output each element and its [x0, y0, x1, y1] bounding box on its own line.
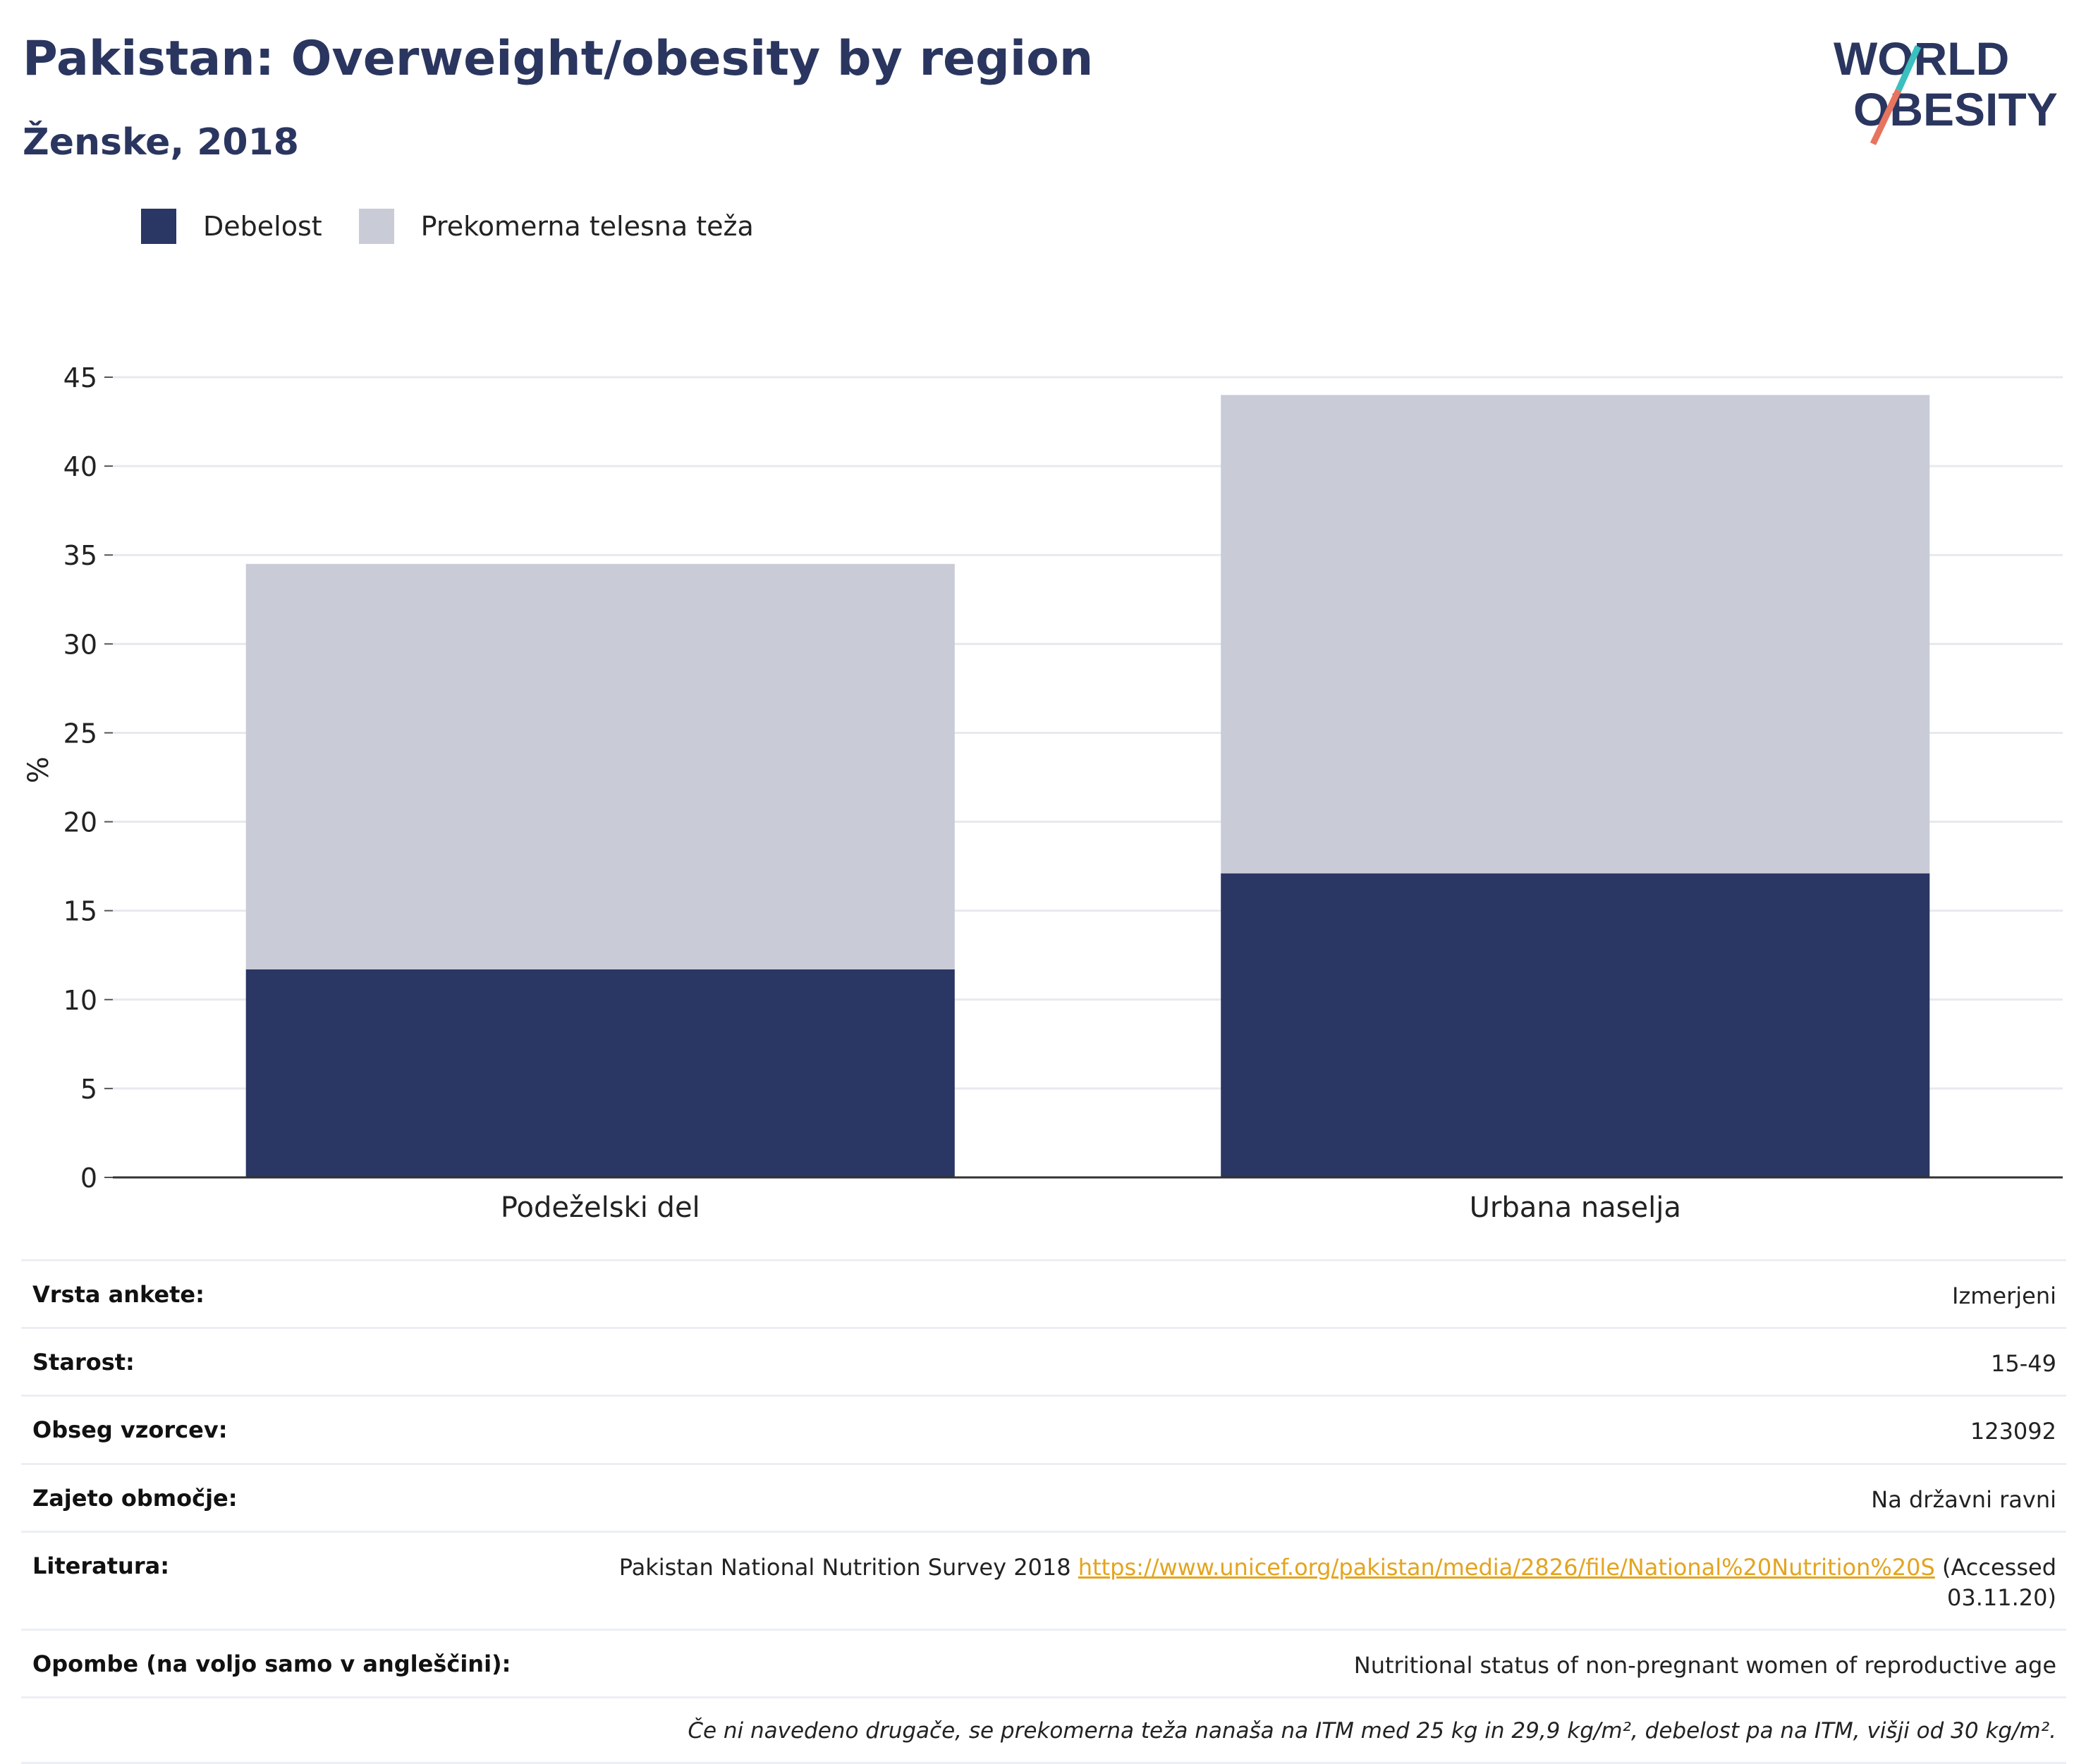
bar-segment[interactable]	[1221, 395, 1930, 874]
info-value: 123092	[1970, 1418, 2056, 1445]
bar-segment[interactable]	[1221, 873, 1930, 1177]
world-obesity-logo: WORLD OBESITY	[1834, 32, 2058, 145]
info-value-opombe: Nutritional status of non-pregnant women…	[1353, 1652, 2056, 1679]
y-tick-label: 35	[63, 540, 97, 571]
y-tick-label: 25	[63, 718, 97, 749]
survey-info-table: Vrsta ankete: Izmerjeni Starost: 15-49 Obseg…	[21, 1259, 2066, 1764]
logo-slash-teal	[1895, 45, 1922, 92]
literature-text: Pakistan National Nutrition Survey 2018	[618, 1553, 1078, 1581]
literature-accessed: (Accessed 03.11.20)	[1934, 1553, 2056, 1611]
bar-segment[interactable]	[245, 563, 955, 969]
legend-swatch-debelost	[141, 209, 176, 244]
info-row: Starost: 15-49	[21, 1327, 2066, 1395]
y-tick-label: 10	[63, 985, 97, 1016]
y-tick-label: 30	[63, 629, 97, 660]
info-row-literatura: Literatura: Pakistan National Nutrition …	[21, 1530, 2066, 1629]
legend-item-prekomerna[interactable]: Prekomerna telesna teža	[358, 209, 754, 244]
info-row: Zajeto območje: Na državni ravni	[21, 1462, 2066, 1531]
y-tick-label: 20	[63, 807, 97, 838]
info-value: 15-49	[1991, 1350, 2056, 1378]
bar-chart: 0 5 10 15 20 25 30 35 40 45 Podeželski del Urbana n…	[23, 362, 2063, 1224]
info-label: Obseg vzorcev:	[32, 1416, 228, 1444]
literature-link[interactable]: https://www.unicef.org/pakistan/media/28…	[1078, 1553, 1935, 1581]
info-row: Vrsta ankete: Izmerjeni	[21, 1259, 2066, 1327]
bars	[245, 395, 1930, 1177]
info-label: Vrsta ankete:	[32, 1281, 205, 1308]
info-label-literatura: Literatura:	[32, 1552, 169, 1579]
info-row: Obseg vzorcev: 123092	[21, 1395, 2066, 1462]
chart-title: Pakistan: Overweight/obesity by region	[23, 31, 1094, 87]
info-value: Na državni ravni	[1871, 1486, 2056, 1513]
legend-label-debelost: Debelost	[203, 211, 322, 242]
info-label-opombe: Opombe (na voljo samo v angleščini):	[32, 1650, 511, 1678]
y-tick-label: 0	[80, 1163, 97, 1194]
logo-slash-coral	[1870, 89, 1902, 145]
y-axis-label: %	[23, 757, 55, 783]
legend-label-prekomerna: Prekomerna telesna teža	[420, 211, 754, 242]
info-label: Starost:	[32, 1349, 135, 1376]
footnote: Če ni navedeno drugače, se prekomerna te…	[21, 1696, 2066, 1764]
y-tick-label: 45	[63, 362, 97, 393]
y-tick-label: 5	[80, 1074, 97, 1105]
bar-segment[interactable]	[245, 969, 955, 1177]
info-value-literatura: Pakistan National Nutrition Survey 2018 …	[505, 1552, 2056, 1613]
info-value: Izmerjeni	[1952, 1282, 2056, 1309]
legend-item-debelost[interactable]: Debelost	[141, 209, 322, 244]
chart-subtitle: Ženske, 2018	[23, 121, 299, 164]
y-tick-label: 15	[63, 896, 97, 927]
y-tick-label: 40	[63, 451, 97, 482]
info-label: Zajeto območje:	[32, 1484, 238, 1512]
logo-line1: WORLD	[1834, 32, 2009, 85]
x-tick-label: Podeželski del	[501, 1192, 700, 1224]
info-row-opombe: Opombe (na voljo samo v angleščini): Nut…	[21, 1629, 2066, 1696]
chart-legend: Debelost Prekomerna telesna teža	[141, 209, 791, 244]
axes: 0 5 10 15 20 25 30 35 40 45 Podeželski del Urbana n…	[63, 362, 2063, 1224]
legend-swatch-prekomerna	[358, 209, 394, 244]
x-tick-label: Urbana naselja	[1470, 1192, 1681, 1224]
